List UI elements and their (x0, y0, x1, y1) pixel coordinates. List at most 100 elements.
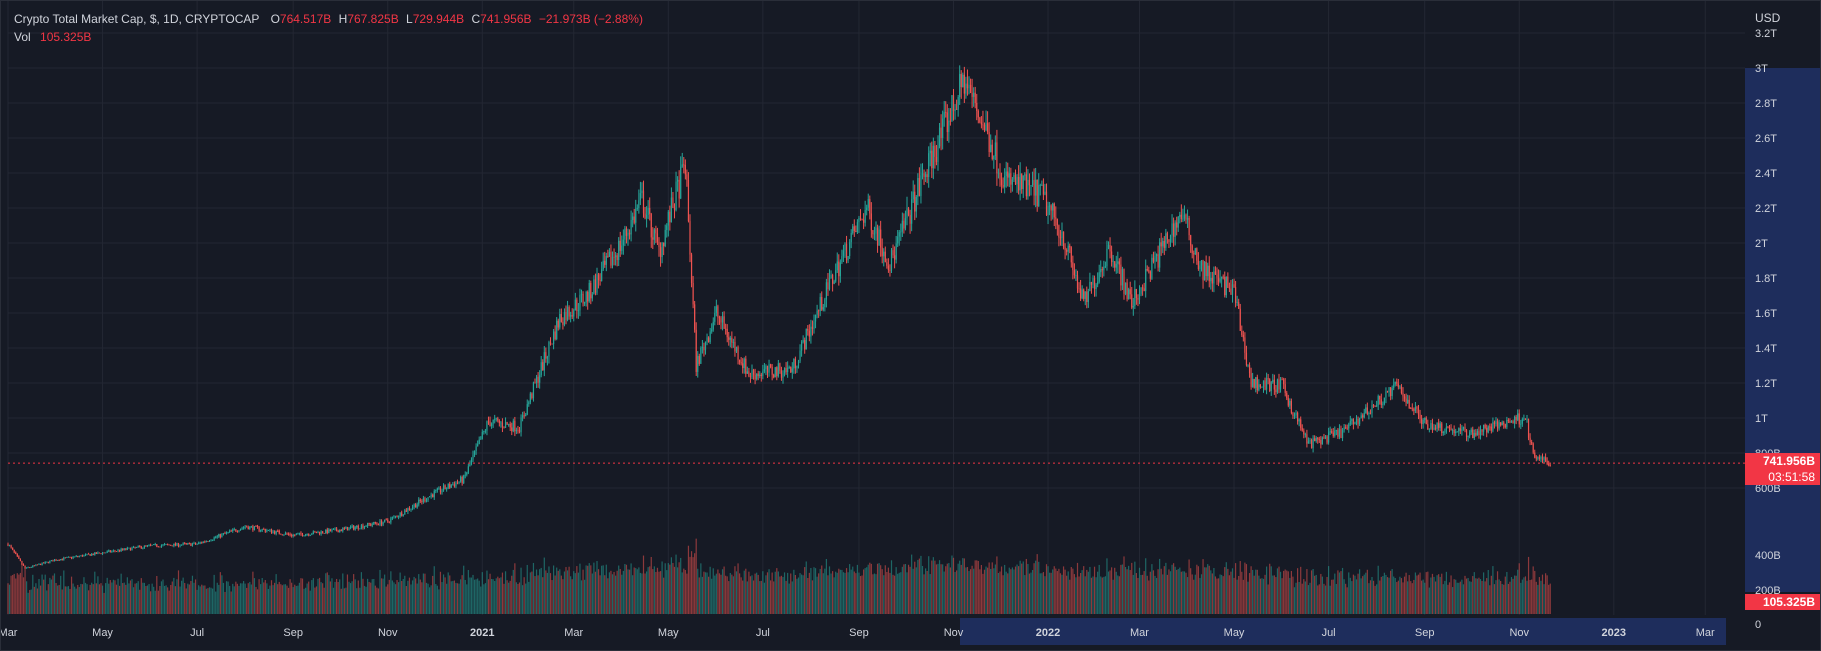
candle-body (1163, 240, 1165, 248)
volume-bar (108, 583, 110, 614)
candle-body (345, 527, 347, 529)
volume-bar (1104, 576, 1106, 614)
volume-bar (859, 576, 862, 614)
candle-body (1055, 217, 1057, 219)
candle-body (763, 369, 765, 372)
candle-body (216, 536, 218, 538)
candle-body (686, 174, 688, 180)
candle-body (1224, 277, 1226, 296)
candle-body (1169, 235, 1172, 242)
candle-body (371, 524, 373, 526)
candle-body (159, 546, 161, 548)
low-value: 729.944B (412, 12, 465, 26)
volume-bar (1109, 570, 1111, 614)
volume-bar (1416, 575, 1418, 614)
candle-body (698, 356, 700, 364)
volume-bar (232, 583, 234, 614)
volume-bar (91, 582, 93, 614)
candle-body (1521, 419, 1523, 424)
candle-body (32, 565, 34, 568)
volume-bar (26, 581, 28, 614)
candle-body (1317, 437, 1319, 440)
volume-bar (517, 583, 519, 614)
volume-bar (597, 569, 600, 614)
volume-bar (1219, 574, 1221, 614)
volume-bar (1439, 576, 1441, 614)
volume-bar (322, 583, 324, 614)
volume-bar (1374, 585, 1376, 614)
volume-bar (456, 583, 459, 614)
candle-body (1050, 205, 1052, 211)
candle-body (306, 534, 308, 535)
volume-bar (1013, 569, 1015, 614)
volume-bar (709, 566, 711, 614)
candle-body (1090, 281, 1093, 285)
candle-body (70, 557, 73, 559)
candle-body (1075, 275, 1077, 276)
candle-body (824, 299, 826, 308)
candle-body (160, 545, 163, 547)
candle-body (1100, 269, 1102, 273)
candle-body (1331, 431, 1333, 433)
candle-body (608, 251, 610, 257)
volume-bar (252, 571, 254, 614)
volume-bar (411, 580, 414, 614)
candle-body (1309, 440, 1311, 442)
volume-bar (980, 565, 982, 614)
candle-body (472, 454, 474, 460)
candle-body (491, 423, 493, 427)
candle-body (1377, 396, 1379, 406)
candle-body (1362, 415, 1364, 418)
volume-bar (1315, 574, 1317, 614)
candle-body (1289, 400, 1291, 406)
candle-body (318, 531, 321, 535)
candle-body (1298, 419, 1300, 422)
candle-body (244, 526, 246, 528)
candle-body (625, 228, 628, 236)
candle-body (1376, 405, 1378, 407)
candle-body (1348, 424, 1350, 429)
volume-bar (734, 566, 736, 614)
candle-body (202, 541, 204, 543)
candle-body (69, 556, 71, 558)
candle-body (477, 444, 479, 447)
volume-bar (866, 567, 868, 614)
candle-body (362, 525, 364, 528)
volume-bar (1070, 567, 1072, 614)
volume-bar (210, 587, 212, 614)
price-axis[interactable]: 3.2T3T2.8T2.6T2.4T2.2T2T1.8T1.6T1.4T1.2T… (1755, 28, 1781, 631)
volume-bar (895, 567, 897, 614)
volume-bar (50, 579, 52, 614)
volume-bar (1179, 567, 1181, 614)
volume-bar (732, 576, 734, 614)
candle-body (503, 427, 505, 429)
volume-bar (743, 570, 745, 614)
candle-body (1548, 463, 1550, 466)
candle-body (511, 427, 513, 432)
candlesticks (7, 65, 1551, 569)
volume-bar (1456, 582, 1458, 614)
volume-bar (515, 582, 517, 614)
volume-bar (1213, 567, 1215, 614)
candle-body (714, 312, 716, 322)
candle-body (646, 214, 648, 219)
volume-bar (249, 581, 251, 614)
volume-bar (1442, 584, 1444, 614)
volume-bar (1154, 575, 1156, 614)
volume-bar (1529, 579, 1531, 614)
volume-bar (374, 585, 376, 614)
volume-bar (55, 583, 57, 614)
volume-bar (191, 575, 194, 614)
volume-bar (235, 581, 237, 614)
volume-bar (1036, 554, 1038, 614)
volume-bar (452, 580, 454, 614)
candle-body (630, 219, 632, 235)
time-axis[interactable]: Mar May Jul Sep Nov 2021 Mar May Jul Sep Nov 2022 Ma… (0, 627, 1715, 639)
volume-bar (856, 564, 858, 614)
volume-bar (390, 571, 392, 614)
volume-bar (785, 580, 787, 614)
candle-body (60, 559, 62, 561)
volume-bar (890, 560, 893, 614)
candle-body (1154, 256, 1156, 262)
